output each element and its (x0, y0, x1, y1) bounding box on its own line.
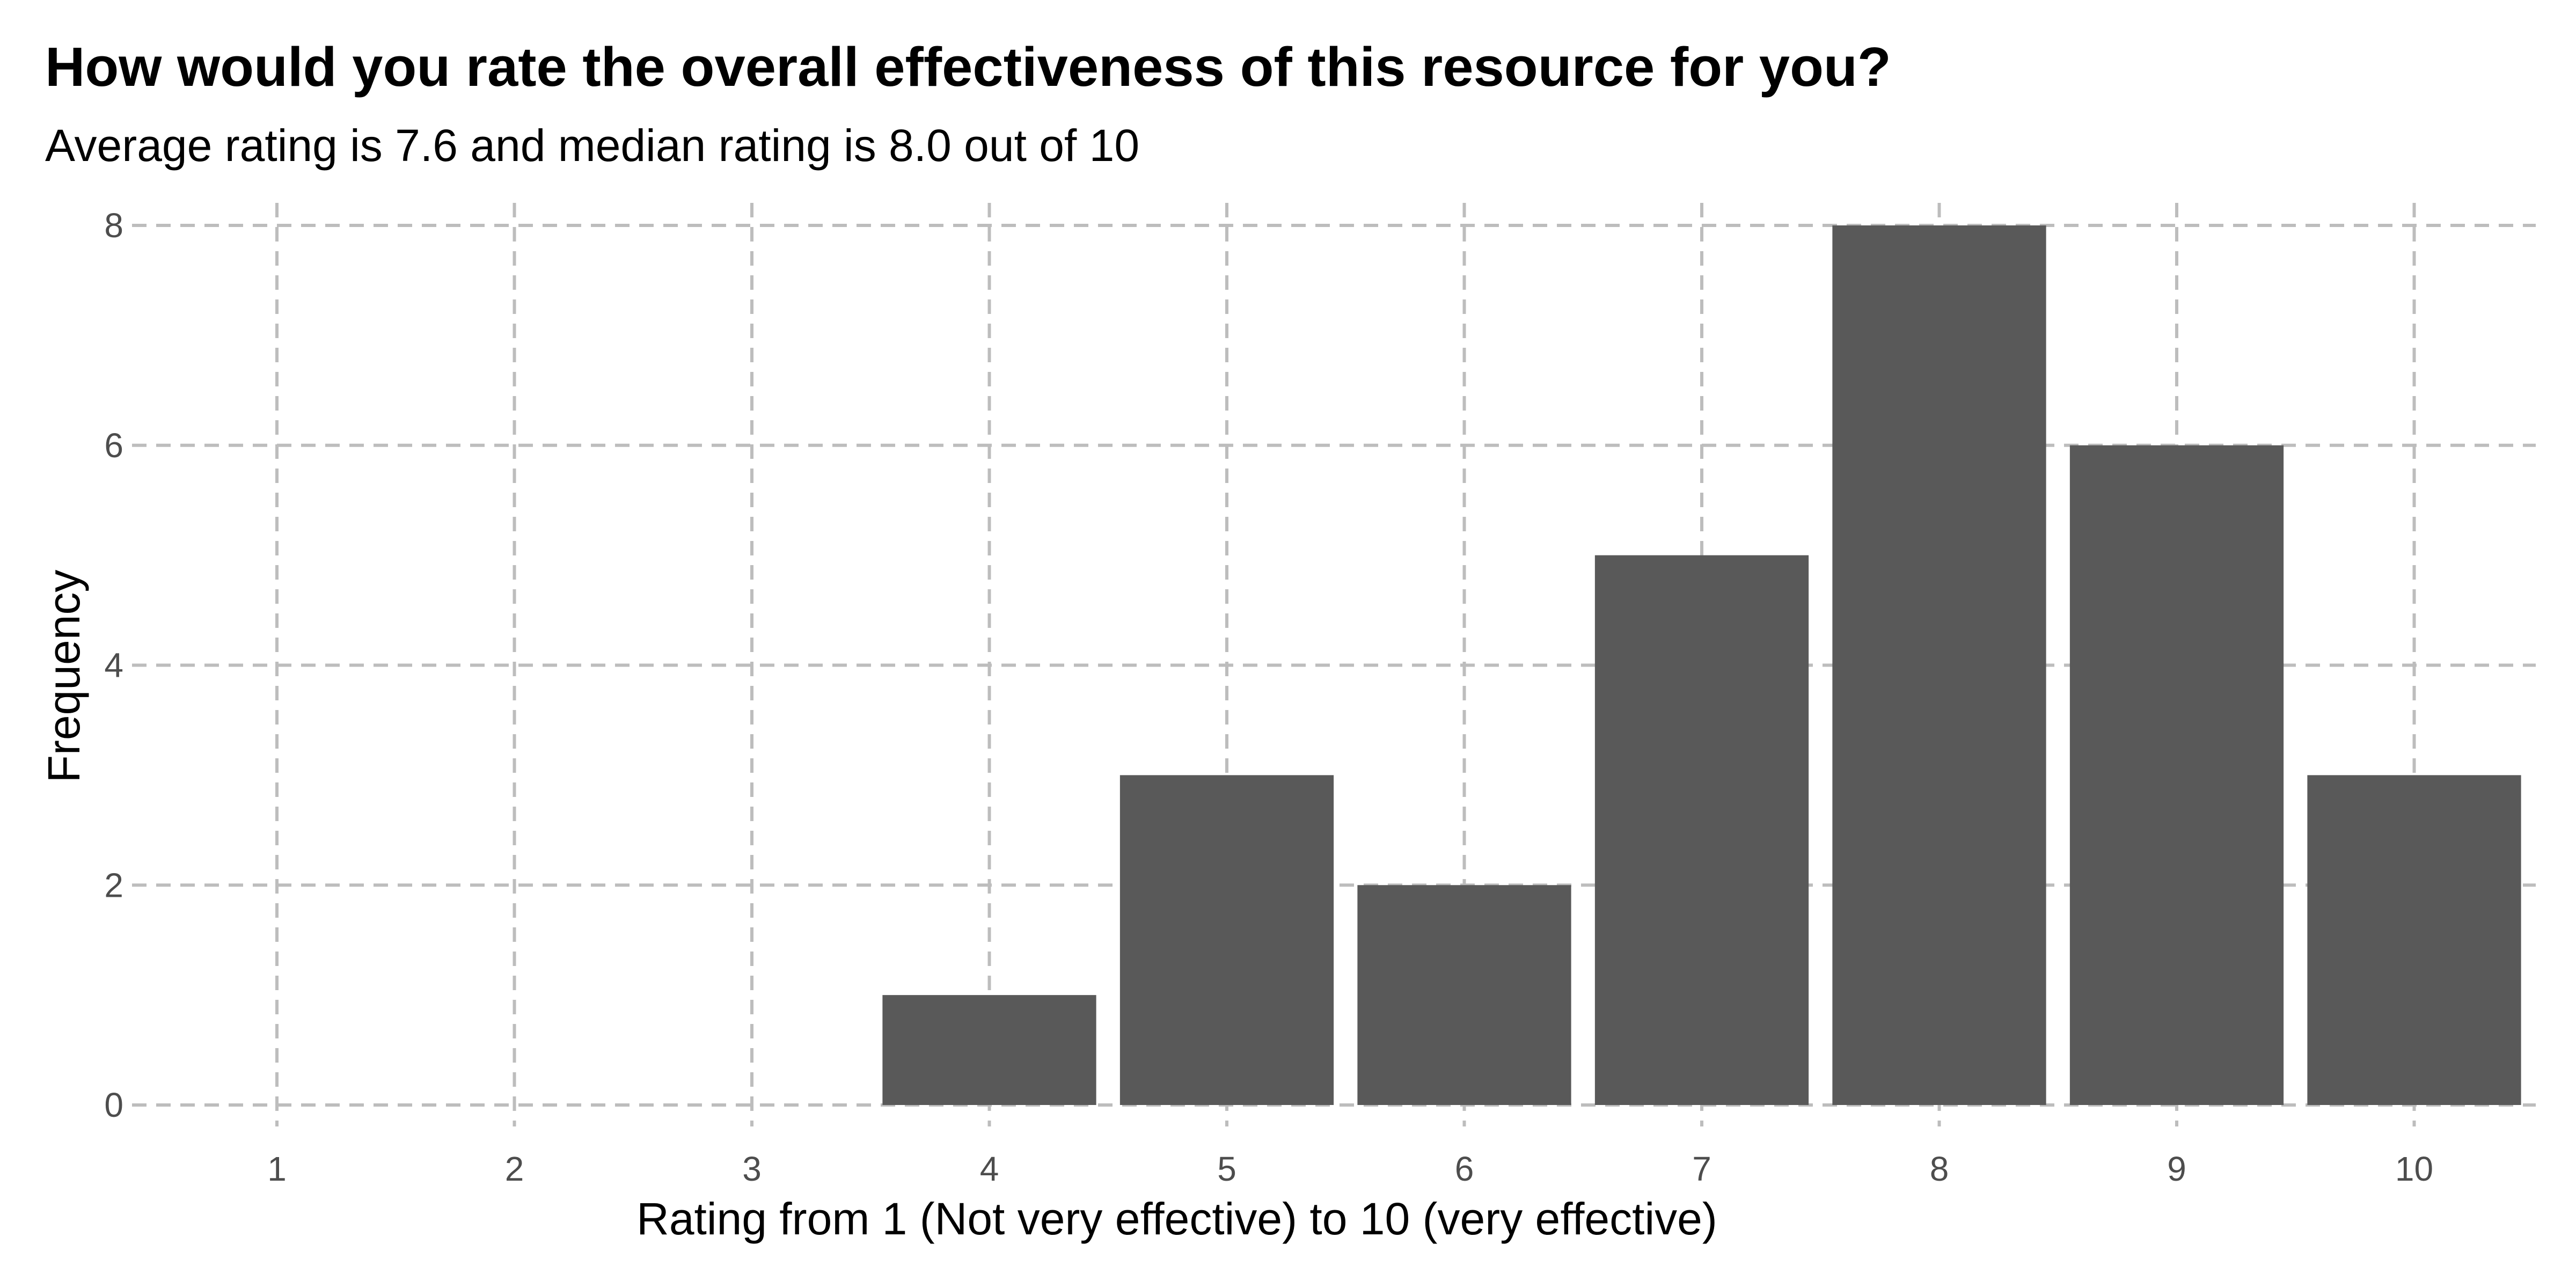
chart-subtitle: Average rating is 7.6 and median rating … (45, 120, 1139, 171)
bar-rating-6 (1357, 885, 1571, 1105)
x-tick-label: 3 (742, 1150, 762, 1188)
bar-rating-4 (882, 995, 1096, 1105)
x-axis-title: Rating from 1 (Not very effective) to 10… (636, 1194, 1717, 1244)
bar-rating-5 (1119, 775, 1334, 1105)
x-tick-labels: 1 2 3 4 5 6 7 8 9 10 (267, 1150, 2433, 1188)
x-tick-label: 8 (1930, 1150, 1949, 1188)
x-tick-label: 7 (1692, 1150, 1711, 1188)
x-tick-label: 4 (980, 1150, 999, 1188)
y-tick-label: 0 (104, 1086, 123, 1124)
x-tick-label: 6 (1455, 1150, 1474, 1188)
y-tick-labels: 0 2 4 6 8 (104, 206, 123, 1124)
bar-rating-8 (1832, 225, 2046, 1105)
x-tick-label: 2 (505, 1150, 524, 1188)
chart-title: How would you rate the overall effective… (45, 36, 1891, 98)
x-tick-label: 1 (267, 1150, 287, 1188)
y-tick-label: 4 (104, 646, 123, 685)
bar-rating-7 (1594, 555, 1809, 1105)
y-tick-label: 6 (104, 426, 123, 465)
y-axis-title: Frequency (39, 570, 89, 783)
bar-rating-10 (2307, 775, 2521, 1105)
x-tick-label: 5 (1217, 1150, 1236, 1188)
x-tick-label: 9 (2167, 1150, 2186, 1188)
x-tick-label: 10 (2395, 1150, 2433, 1188)
bar-rating-9 (2069, 445, 2284, 1105)
y-tick-label: 2 (104, 866, 123, 904)
y-tick-label: 8 (104, 206, 123, 245)
bars (882, 225, 2521, 1105)
